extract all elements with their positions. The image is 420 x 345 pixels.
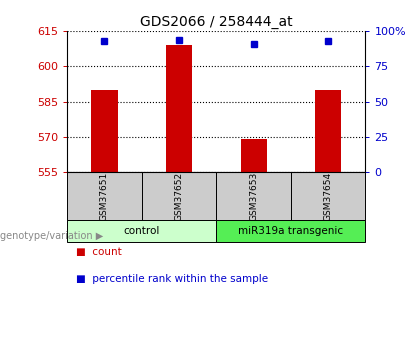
Bar — [166, 45, 192, 172]
Text: GSM37653: GSM37653 — [249, 171, 258, 220]
Bar — [291, 172, 365, 219]
Bar — [67, 219, 216, 242]
Text: GSM37652: GSM37652 — [175, 171, 184, 220]
Bar — [216, 219, 365, 242]
Bar — [315, 90, 341, 172]
Bar — [216, 172, 291, 219]
Text: miR319a transgenic: miR319a transgenic — [238, 226, 344, 236]
Text: ■  count: ■ count — [76, 247, 121, 257]
Text: control: control — [123, 226, 160, 236]
Bar — [92, 90, 118, 172]
Text: ■  percentile rank within the sample: ■ percentile rank within the sample — [76, 275, 268, 284]
Text: GSM37651: GSM37651 — [100, 171, 109, 220]
Bar — [67, 172, 142, 219]
Text: GSM37654: GSM37654 — [324, 171, 333, 220]
Bar — [142, 172, 216, 219]
Title: GDS2066 / 258444_at: GDS2066 / 258444_at — [140, 14, 293, 29]
Bar — [241, 139, 267, 172]
Text: genotype/variation ▶: genotype/variation ▶ — [0, 231, 103, 241]
